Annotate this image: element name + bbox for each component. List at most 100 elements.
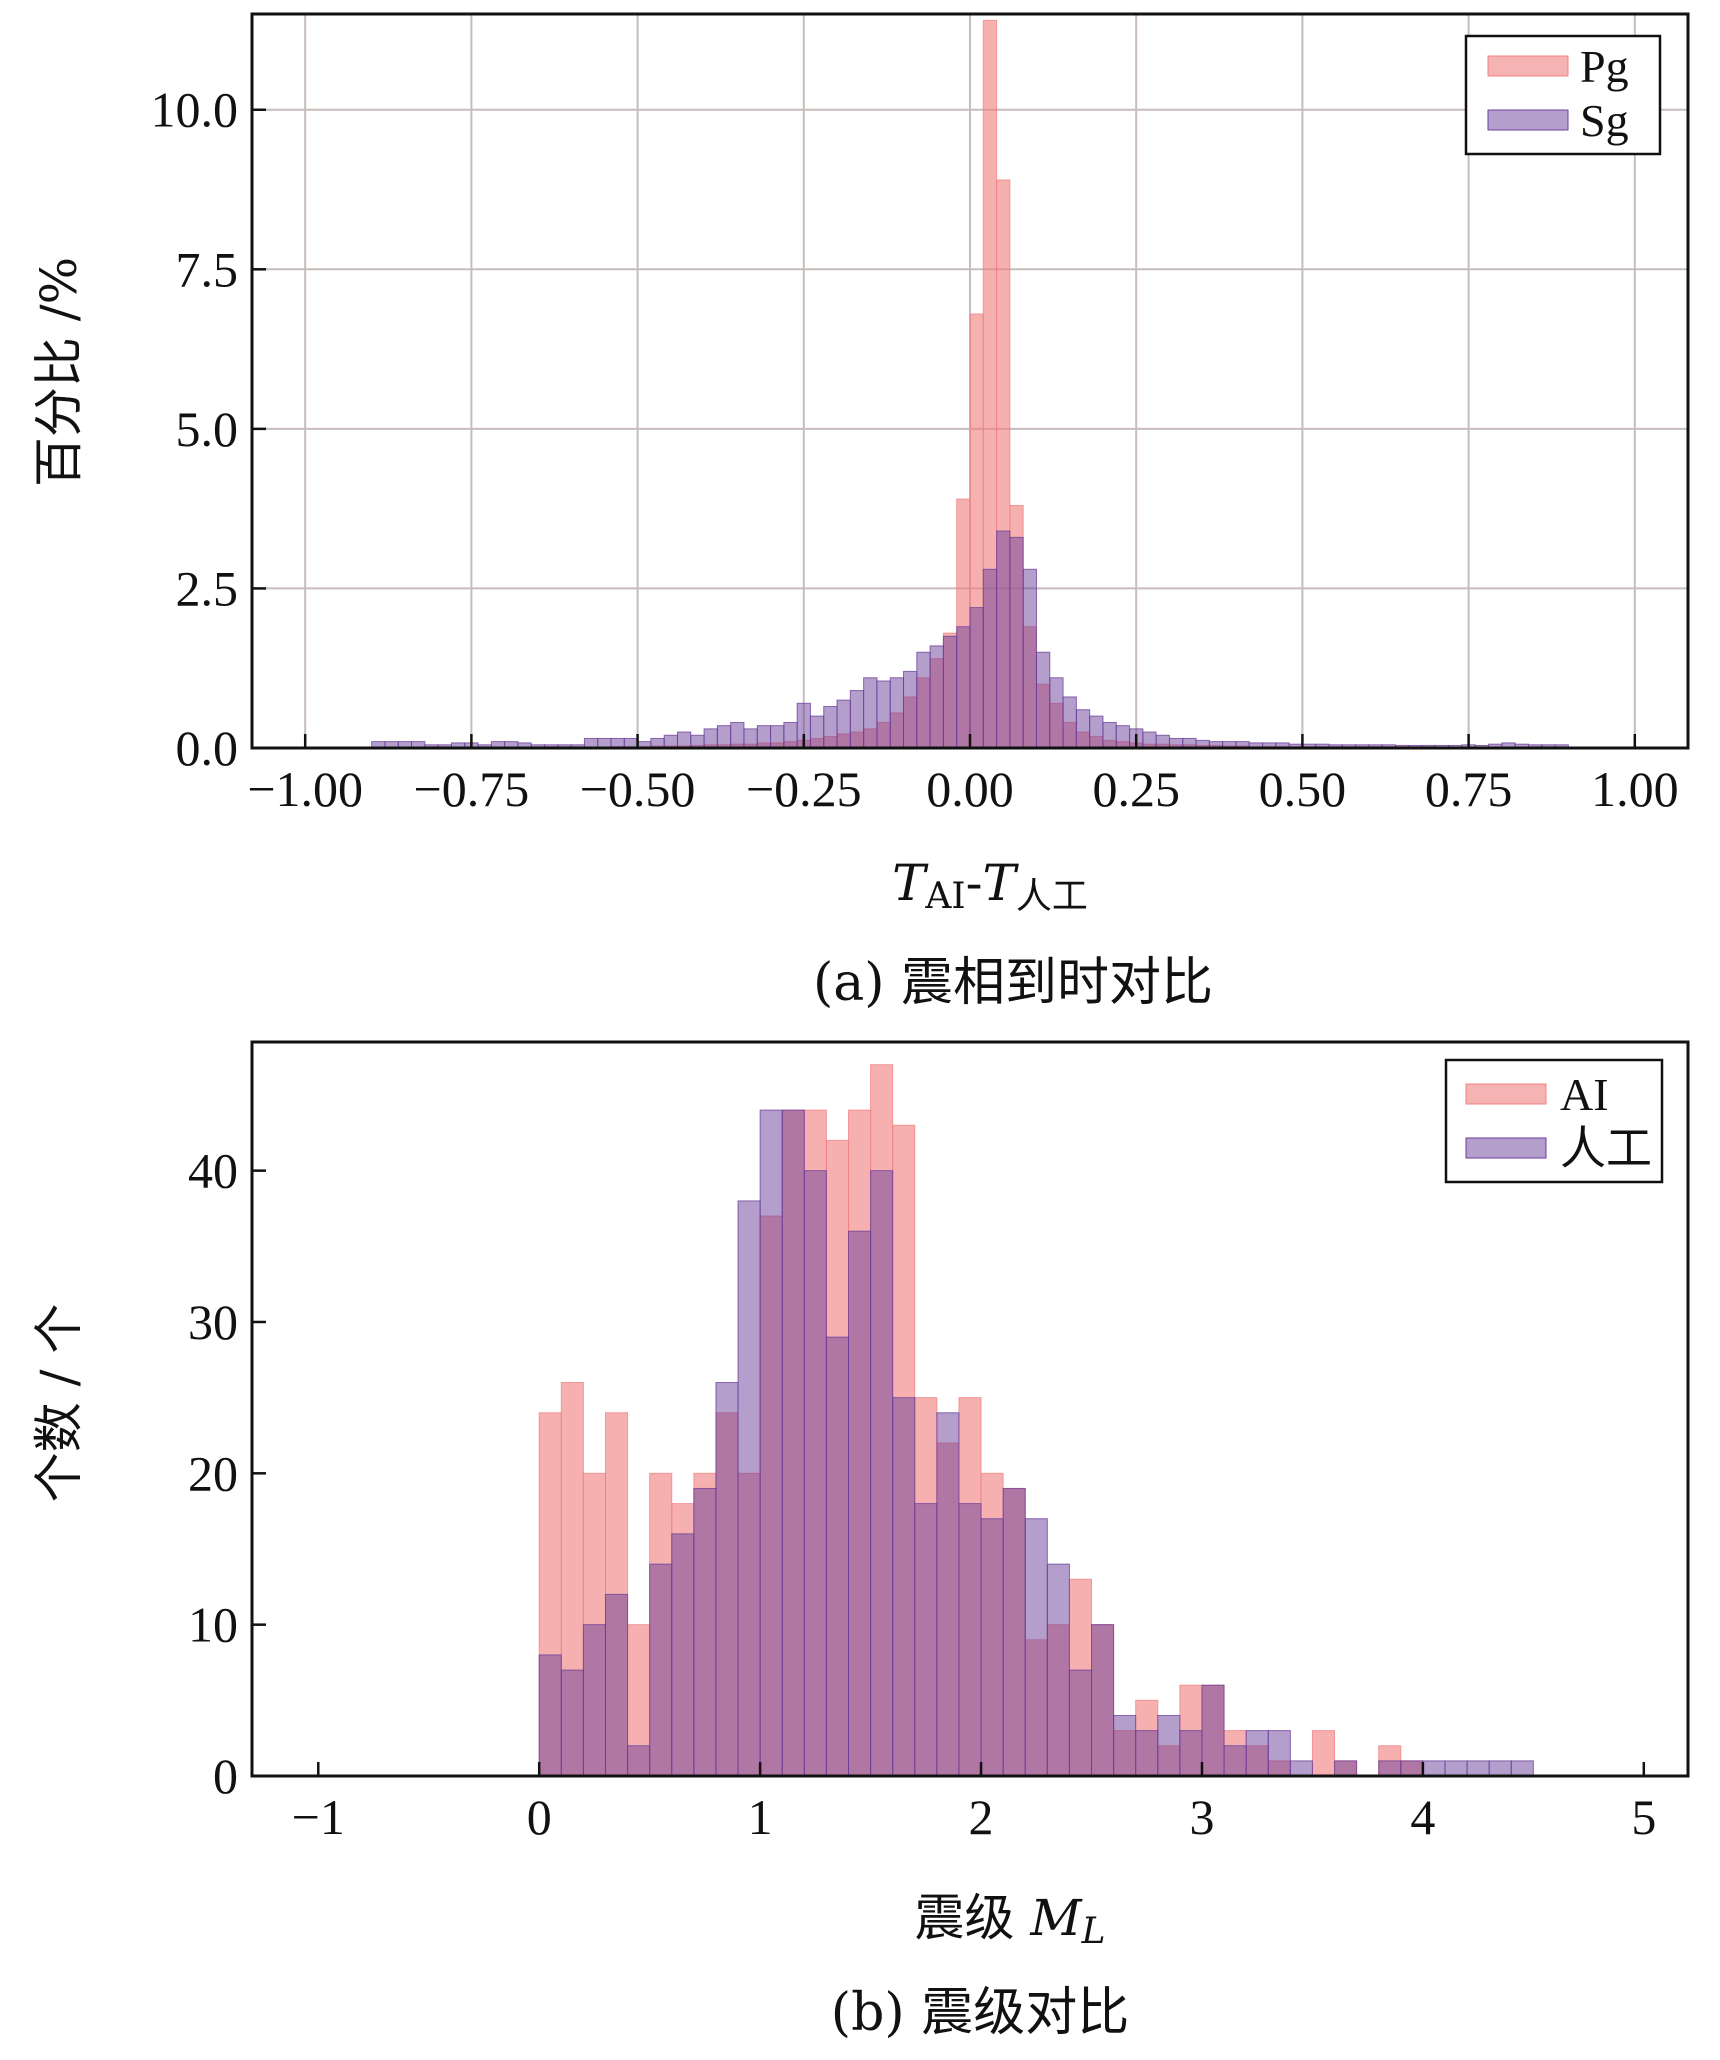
chart-b-legend-swatch-ai [1465,1083,1547,1105]
chart-a-xtick-label-3: −0.25 [746,761,862,817]
chart-a-bar-Sg-52 [1062,696,1077,749]
chart-a-bar-Sg-56 [1115,725,1131,749]
chart-b-bar-人工-8 [715,1382,739,1777]
chart-a-bar-Sg-31 [783,721,798,749]
chart-a-bar-Sg-45 [969,607,984,749]
chart-a-bar-Sg-41 [916,651,931,749]
chart-a-bar-Sg-25 [703,728,718,749]
chart-b-bar-人工-23 [1046,1563,1070,1777]
chart-b-bar-人工-12 [803,1170,827,1777]
chart-a-ytick-label-1: 2.5 [176,560,239,616]
chart-a-bar-Sg-53 [1075,709,1091,749]
chart-b-xtick-label-6: 5 [1631,1789,1656,1845]
chart-a-bar-Sg-28 [743,728,758,749]
chart-a-bar-Sg-37 [863,677,878,749]
chart-a-bar-Sg-51 [1049,677,1064,749]
chart-a-xtick-label-1: −0.75 [414,761,530,817]
chart-b-bar-人工-18 [936,1412,960,1777]
chart-a-xtick-label-0: −1.00 [247,761,363,817]
chart-a-bar-Sg-27 [730,721,745,749]
chart-a-legend-swatch-sg [1487,109,1569,131]
chart-a-ytick-label-2: 5.0 [176,401,239,457]
chart-b-ytick-label-3: 30 [188,1294,238,1350]
chart-a-y-axis-label: 百分比 /% [30,257,88,487]
chart-a-phase-arrival: −1.00 −0.75 −0.50 −0.25 0.00 0.25 0.50 0.75 1.00… [30,12,1690,1013]
chart-b-bar-人工-41 [1444,1760,1468,1777]
chart-b-magnitude: −1 0 1 2 3 4 5 0 10 20 30 40 个数 / 个 震级 ML (b) 震级对比… [30,1040,1690,2043]
chart-b-bar-人工-6 [671,1533,695,1777]
chart-a-bar-Sg-22 [663,734,678,749]
chart-b-legend-swatch-manual [1465,1137,1547,1159]
chart-b-bar-人工-22 [1024,1518,1048,1777]
chart-b-bar-人工-15 [870,1170,894,1777]
chart-a-bar-Sg-36 [849,690,865,749]
chart-b-ytick-label-1: 10 [188,1597,238,1653]
chart-a-caption: (a) 震相到时对比 [813,953,1213,1013]
chart-b-bar-人工-19 [958,1503,982,1777]
chart-a-ytick-label-3: 7.5 [176,241,239,297]
chart-b-bar-人工-21 [1002,1487,1026,1777]
chart-b-bar-人工-32 [1245,1730,1269,1777]
chart-a-bar-Sg-35 [836,699,851,749]
chart-b-bar-人工-36 [1334,1760,1358,1777]
chart-b-bar-人工-14 [847,1230,872,1777]
chart-a-bar-Sg-44 [956,626,971,749]
chart-b-bar-人工-13 [825,1336,849,1777]
chart-b-series-manual [538,1109,1534,1777]
chart-a-bar-Sg-39 [889,677,905,749]
chart-b-bar-人工-34 [1289,1760,1313,1777]
chart-a-ytick-label-0: 0.0 [176,720,239,776]
chart-b-bar-人工-17 [914,1503,938,1777]
chart-b-x-tick-labels: −1 0 1 2 3 4 5 [292,1789,1657,1845]
chart-b-legend: AI 人工 [1444,1058,1664,1184]
chart-b-bar-人工-43 [1488,1760,1512,1777]
chart-a-bar-Sg-34 [823,706,838,749]
chart-b-bar-人工-28 [1157,1714,1181,1777]
chart-a-ticks [252,108,1637,750]
chart-b-bar-人工-20 [980,1518,1004,1777]
chart-b-bar-人工-7 [693,1487,717,1777]
chart-b-bar-人工-29 [1179,1730,1203,1777]
chart-a-legend-label-pg: Pg [1580,41,1629,92]
chart-a-y-tick-labels: 0.0 2.5 5.0 7.5 10.0 [151,82,239,776]
chart-a-bar-Sg-48 [1009,536,1024,749]
chart-b-bar-人工-10 [759,1109,783,1777]
chart-b-ticks [252,1169,1646,1778]
chart-a-bar-Sg-33 [809,715,825,749]
chart-b-bar-人工-30 [1201,1684,1225,1777]
chart-a-bar-Sg-46 [982,568,998,749]
chart-b-y-axis-label: 个数 / 个 [30,1304,88,1503]
chart-b-bar-人工-0 [538,1654,562,1777]
chart-a-bar-Sg-29 [756,725,772,749]
chart-b-bar-人工-16 [892,1397,916,1777]
chart-a-xtick-label-4: 0.00 [926,761,1014,817]
chart-a-ytick-label-4: 10.0 [151,82,239,138]
chart-b-bar-人工-31 [1223,1745,1247,1777]
chart-a-bar-Sg-59 [1155,734,1170,749]
chart-b-ytick-label-2: 20 [188,1445,238,1501]
chart-b-bar-人工-38 [1378,1760,1402,1777]
chart-b-bar-人工-11 [781,1109,805,1777]
chart-a-xtick-label-6: 0.50 [1259,761,1347,817]
chart-b-xtick-label-4: 3 [1189,1789,1214,1845]
chart-b-bar-人工-27 [1135,1730,1159,1777]
chart-b-bar-人工-40 [1422,1760,1446,1777]
chart-a-bar-Sg-23 [676,731,692,749]
chart-b-legend-box [1444,1058,1664,1184]
chart-a-bar-Sg-38 [876,680,891,749]
chart-b-legend-label-ai: AI [1560,1069,1609,1120]
chart-a-xtick-label-7: 0.75 [1425,761,1513,817]
chart-a-bar-Sg-54 [1089,715,1104,749]
chart-b-plot-frame [250,1040,1690,1778]
chart-b-xtick-label-2: 1 [748,1789,773,1845]
chart-a-bar-Sg-43 [942,635,958,749]
chart-b-bar-人工-33 [1267,1730,1291,1777]
chart-b-xtick-label-0: −1 [292,1789,345,1845]
chart-a-bar-Sg-42 [929,645,944,749]
chart-b-bar-AI-35 [1311,1730,1336,1777]
chart-a-series-sg [371,530,1569,749]
chart-a-bar-Sg-24 [690,734,705,749]
chart-b-xtick-label-1: 0 [527,1789,552,1845]
chart-b-x-axis-label: 震级 ML [914,1889,1105,1952]
